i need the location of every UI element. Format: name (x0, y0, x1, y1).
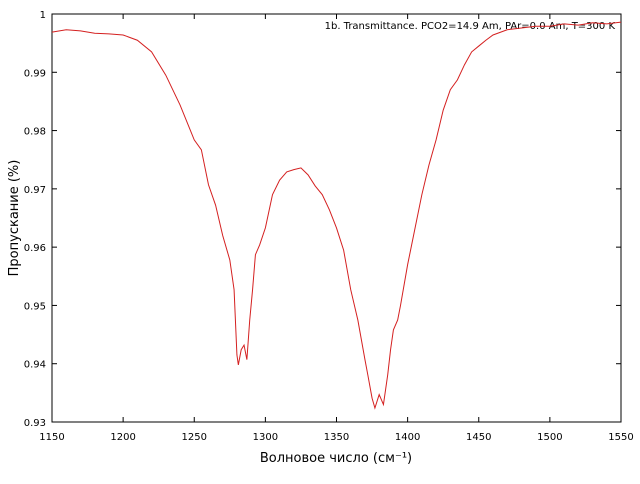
x-tick-label: 1350 (324, 432, 349, 443)
x-tick-label: 1550 (608, 432, 633, 443)
x-tick-label: 1300 (253, 432, 278, 443)
y-tick-label: 0.98 (24, 127, 46, 138)
x-tick-label: 1500 (537, 432, 562, 443)
y-tick-label: 0.93 (24, 418, 46, 429)
x-tick-label: 1250 (182, 432, 207, 443)
y-tick-label: 0.96 (24, 243, 46, 254)
x-tick-label: 1200 (110, 432, 135, 443)
y-axis-label: Пропускание (%) (7, 160, 22, 277)
y-tick-label: 0.95 (24, 301, 46, 312)
x-tick-label: 1450 (466, 432, 491, 443)
y-tick-label: 0.97 (24, 185, 46, 196)
x-axis-label: Волновое число (см⁻¹) (260, 451, 412, 466)
x-tick-label: 1150 (39, 432, 64, 443)
chart-title: 1b. Transmittance. PCO2=14.9 Am, PAr=0.0… (325, 21, 616, 32)
plot-frame (51, 13, 622, 423)
x-tick-label: 1400 (395, 432, 420, 443)
y-tick-label: 1 (40, 10, 46, 21)
y-tick-label: 0.94 (24, 360, 46, 371)
y-tick-label: 0.99 (24, 68, 46, 79)
data-line (51, 21, 622, 410)
